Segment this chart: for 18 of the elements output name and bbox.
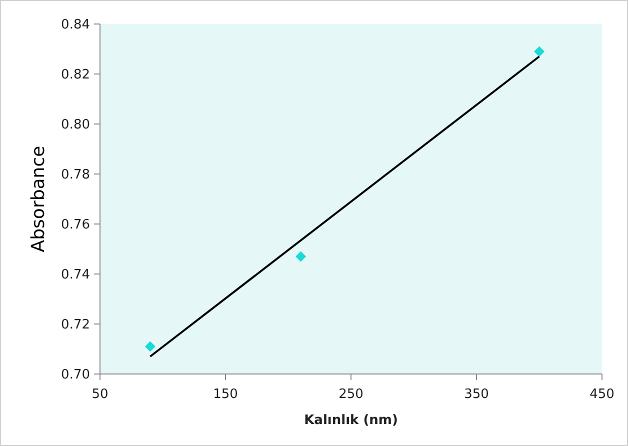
x-tick-label: 450 [590, 387, 614, 402]
x-axis-title: Kalınlık (nm) [304, 413, 398, 428]
y-tick-label: 0.82 [61, 68, 90, 83]
y-tick-label: 0.76 [61, 218, 90, 233]
x-tick-label: 50 [92, 387, 108, 402]
point [534, 46, 544, 57]
x-tick-label: 350 [464, 387, 489, 402]
point [296, 251, 306, 262]
y-tick-label: 0.72 [61, 318, 90, 333]
y-tick-label: 0.78 [61, 168, 90, 183]
x-tick-label: 250 [338, 387, 364, 402]
x-tick-label: 150 [213, 387, 238, 402]
y-tick-label: 0.70 [61, 368, 90, 383]
y-tick-label: 0.80 [61, 118, 90, 133]
y-tick-label: 0.74 [61, 268, 90, 283]
point [144, 341, 156, 352]
y-tick-label: 0.84 [61, 18, 90, 33]
y-axis-title: Absorbance [28, 146, 49, 252]
